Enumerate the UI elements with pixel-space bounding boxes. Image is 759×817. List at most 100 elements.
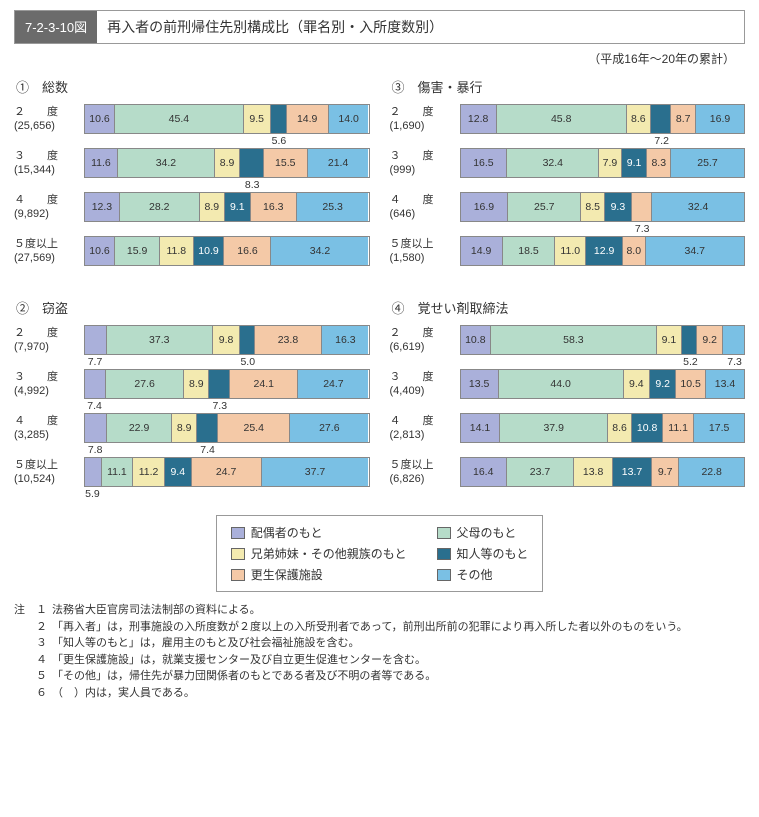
row-label: ４ 度(2,813)	[390, 414, 460, 443]
bar-segment-parents: 15.9	[115, 237, 160, 265]
stacked-bar: 12.845.88.68.716.9	[460, 104, 746, 134]
legend-label: 知人等のもと	[457, 545, 529, 562]
bar-segment-acquaint	[682, 326, 697, 354]
row-label: ５度以上(6,826)	[390, 458, 460, 487]
chart-row: ４ 度(2,813)14.137.98.610.811.117.5	[390, 413, 746, 443]
stacked-bar: 10.615.911.810.916.634.2	[84, 236, 370, 266]
bar-segment-parents: 58.3	[491, 326, 656, 354]
chart-row: ３ 度(4,409)13.544.09.49.210.513.4	[390, 369, 746, 399]
panel-title: ② 窃盗	[16, 298, 370, 317]
row-label: ２ 度(7,970)	[14, 326, 84, 355]
bar-segment-parents: 22.9	[107, 414, 172, 442]
legend-swatch	[231, 527, 245, 539]
footnote-lead	[14, 635, 36, 652]
footnote-row: ３「知人等のもと」は，雇用主のもと及び社会福祉施設を含む。	[14, 635, 745, 652]
external-label: 7.8	[88, 444, 103, 456]
bar-wrap: 12.845.88.68.716.97.2	[460, 104, 746, 134]
footnote-number: ６	[36, 685, 52, 702]
stacked-bar: 10.858.39.19.2	[460, 325, 746, 355]
external-label: 5.2	[683, 356, 698, 368]
legend-label: 父母のもと	[457, 524, 517, 541]
stacked-bar: 27.68.924.124.7	[84, 369, 370, 399]
panel: ③ 傷害・暴行２ 度(1,690)12.845.88.68.716.97.2３ …	[390, 77, 746, 280]
bar-segment-siblings: 8.9	[200, 193, 225, 221]
footnote-row: ４「更生保護施設」は，就業支援センター及び自立更生促進センターを含む。	[14, 652, 745, 669]
bar-segment-spouse: 16.4	[461, 458, 507, 486]
bar-segment-rehab: 16.3	[251, 193, 297, 221]
bar-segment-siblings: 9.4	[624, 370, 651, 398]
external-labels: 5.2 7.3	[460, 356, 746, 370]
bar-segment-siblings: 7.9	[599, 149, 621, 177]
bar-segment-siblings: 8.9	[172, 414, 197, 442]
bar-segment-spouse: 10.8	[461, 326, 492, 354]
external-labels: 7.2	[460, 135, 746, 149]
chart-row: ３ 度(4,992)27.68.924.124.77.47.3	[14, 369, 370, 399]
panel: ② 窃盗 ２ 度(7,970)37.39.823.816.37.75.0 ３ 度(4…	[14, 298, 370, 501]
bar-segment-spouse: 14.9	[461, 237, 503, 265]
bar-segment-siblings: 11.8	[160, 237, 193, 265]
bar-segment-other: 25.7	[671, 149, 744, 177]
bar-wrap: 37.39.823.816.37.75.0	[84, 325, 370, 355]
bar-segment-acquaint: 9.1	[225, 193, 251, 221]
external-label: 7.4	[87, 400, 102, 412]
footnote-text: 「その他」は，帰住先が暴力団関係者のもとである者及び不明の者等である。	[52, 668, 745, 685]
bar-wrap: 10.645.49.514.914.05.6	[84, 104, 370, 134]
bar-wrap: 16.925.78.59.332.47.3	[460, 192, 746, 222]
bar-segment-rehab: 9.7	[652, 458, 679, 486]
external-label: 7.4	[200, 444, 215, 456]
bar-segment-siblings: 11.0	[555, 237, 586, 265]
footnote-text: 「更生保護施設」は，就業支援センター及び自立更生促進センターを含む。	[52, 652, 745, 669]
footnote-number: １	[36, 602, 52, 619]
external-labels: 5.9	[84, 488, 370, 502]
stacked-bar: 12.328.28.99.116.325.3	[84, 192, 370, 222]
bar-segment-siblings: 13.8	[574, 458, 613, 486]
bar-segment-other: 21.4	[308, 149, 369, 177]
footnote-lead	[14, 685, 36, 702]
bar-segment-rehab: 8.0	[623, 237, 646, 265]
stacked-bar: 37.39.823.816.3	[84, 325, 370, 355]
bar-segment-other: 17.5	[694, 414, 744, 442]
stacked-bar: 16.532.47.99.18.325.7	[460, 148, 746, 178]
row-label: ３ 度(999)	[390, 149, 460, 178]
bar-segment-spouse: 10.6	[85, 237, 115, 265]
panel: ④ 覚せい剤取締法 ２ 度(6,619)10.858.39.19.25.27.3 ３…	[390, 298, 746, 501]
bar-segment-siblings: 8.6	[627, 105, 651, 133]
legend-swatch	[437, 527, 451, 539]
bar-wrap: 27.68.924.124.77.47.3	[84, 369, 370, 399]
bar-segment-other: 27.6	[290, 414, 368, 442]
bar-segment-rehab: 14.9	[287, 105, 329, 133]
external-label: 5.9	[85, 488, 100, 500]
bar-segment-other: 37.7	[262, 458, 369, 486]
bar-segment-acquaint: 9.4	[165, 458, 192, 486]
chart-row: ３ 度(15,344)11.634.28.915.521.48.3	[14, 148, 370, 178]
footnote-text: 「知人等のもと」は，雇用主のもと及び社会福祉施設を含む。	[52, 635, 745, 652]
bar-wrap: 11.111.29.424.737.75.9	[84, 457, 370, 487]
legend-swatch	[231, 569, 245, 581]
bar-segment-acquaint: 12.9	[586, 237, 623, 265]
external-label: 7.3	[212, 400, 227, 412]
legend-item-other: その他	[437, 566, 529, 583]
chart-row: ２ 度(6,619)10.858.39.19.25.27.3	[390, 325, 746, 355]
footnote-row: 注１法務省大臣官房司法法制部の資料による。	[14, 602, 745, 619]
external-label: 7.3	[727, 356, 742, 368]
panel-title: ④ 覚せい剤取締法	[392, 298, 746, 317]
external-label: 7.7	[88, 356, 103, 368]
footnote-row: ６（ ）内は，実人員である。	[14, 685, 745, 702]
bar-segment-acquaint	[240, 149, 264, 177]
legend-item-rehab: 更生保護施設	[231, 566, 407, 583]
row-label: ５度以上(10,524)	[14, 458, 84, 487]
bar-segment-acquaint	[240, 326, 254, 354]
chart-row: ５度以上(10,524)11.111.29.424.737.75.9	[14, 457, 370, 487]
bar-segment-rehab	[632, 193, 653, 221]
bar-segment-spouse	[85, 370, 106, 398]
chart-row: ４ 度(3,285)22.98.925.427.67.87.4	[14, 413, 370, 443]
bar-segment-rehab: 25.4	[218, 414, 290, 442]
bar-segment-parents: 28.2	[120, 193, 200, 221]
bar-segment-other: 22.8	[679, 458, 744, 486]
bar-segment-rehab: 23.8	[255, 326, 323, 354]
stacked-bar: 10.645.49.514.914.0	[84, 104, 370, 134]
bar-segment-other: 34.2	[271, 237, 368, 265]
bar-segment-other: 16.3	[322, 326, 368, 354]
bar-segment-acquaint: 10.9	[194, 237, 225, 265]
stacked-bar: 11.111.29.424.737.7	[84, 457, 370, 487]
